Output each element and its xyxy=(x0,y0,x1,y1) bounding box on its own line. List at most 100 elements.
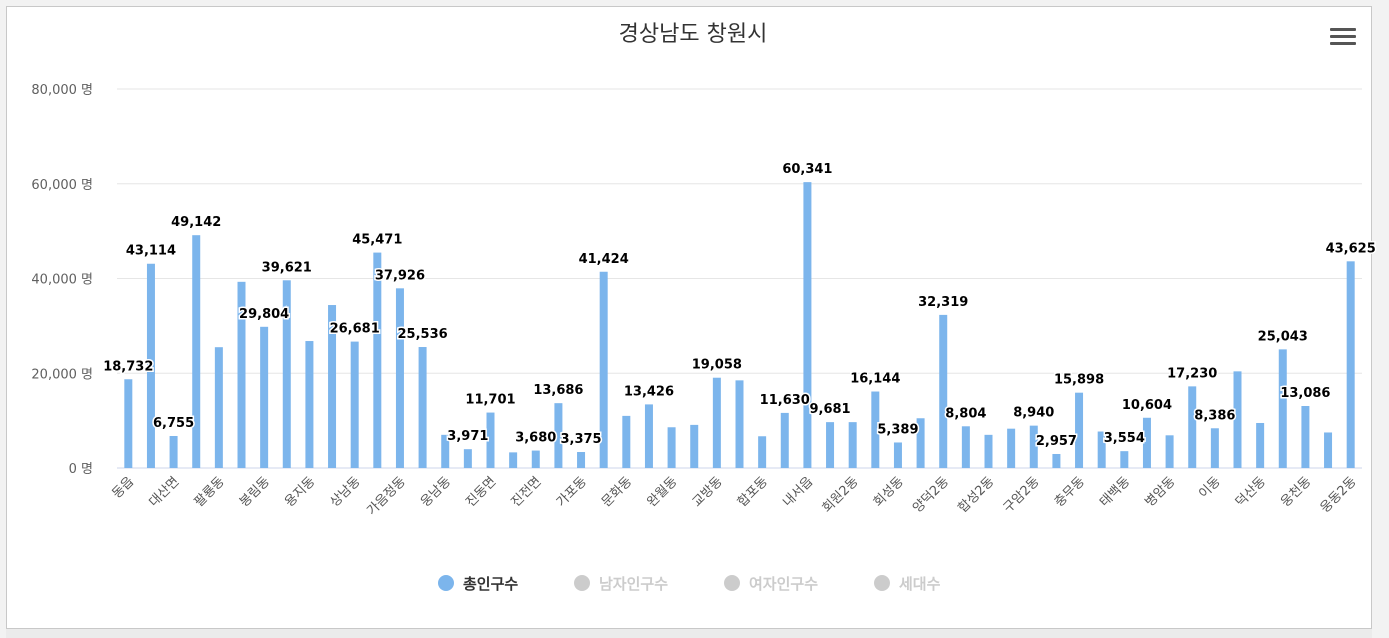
bar[interactable] xyxy=(1165,435,1174,468)
legend-label: 여자인구수 xyxy=(749,575,818,593)
bar[interactable] xyxy=(712,377,721,468)
bar[interactable] xyxy=(1052,453,1061,468)
bar[interactable] xyxy=(463,449,472,468)
bar[interactable] xyxy=(486,412,495,468)
x-tick-label: 용지동 xyxy=(282,474,318,510)
bar[interactable] xyxy=(509,452,518,468)
bar[interactable] xyxy=(260,326,269,468)
bar[interactable] xyxy=(1142,417,1151,468)
bar[interactable] xyxy=(146,263,155,468)
bar[interactable] xyxy=(350,341,359,468)
x-tick-label: 진동면 xyxy=(463,474,499,510)
bar[interactable] xyxy=(214,347,223,468)
legend-item[interactable]: 세대수 xyxy=(874,575,941,593)
legend[interactable]: 총인구수 남자인구수 여자인구수 세대수 xyxy=(438,575,941,593)
bar[interactable] xyxy=(124,379,133,468)
x-tick-label: 봉림동 xyxy=(237,474,273,510)
bar[interactable] xyxy=(1029,425,1038,468)
bar[interactable] xyxy=(1120,451,1129,468)
bar[interactable] xyxy=(893,442,902,468)
bar[interactable] xyxy=(237,281,246,468)
chart-title: 경상남도 창원시 xyxy=(619,22,768,47)
bar[interactable] xyxy=(192,235,201,468)
bar[interactable] xyxy=(1278,349,1287,468)
hamburger-menu-icon[interactable] xyxy=(1330,28,1356,50)
bar[interactable] xyxy=(871,391,880,468)
bar[interactable] xyxy=(984,434,993,468)
bar[interactable] xyxy=(418,347,427,468)
bar-series[interactable] xyxy=(124,182,1355,468)
bar[interactable] xyxy=(599,271,608,468)
bar[interactable] xyxy=(826,422,835,468)
data-label: 29,804 xyxy=(239,307,289,322)
data-label: 9,681 xyxy=(809,402,850,417)
bar[interactable] xyxy=(758,436,767,468)
legend-label: 남자인구수 xyxy=(599,575,668,593)
bar[interactable] xyxy=(282,280,291,468)
bar[interactable] xyxy=(328,305,337,468)
data-label: 8,804 xyxy=(945,406,986,421)
data-label: 25,043 xyxy=(1258,329,1308,344)
data-label: 37,926 xyxy=(375,268,425,283)
legend-item[interactable]: 남자인구수 xyxy=(574,575,668,593)
legend-item[interactable]: 총인구수 xyxy=(438,575,518,593)
bar[interactable] xyxy=(169,435,178,468)
bar[interactable] xyxy=(803,182,812,468)
bar[interactable] xyxy=(1210,428,1219,468)
x-tick-label: 이동 xyxy=(1196,474,1224,502)
bar[interactable] xyxy=(577,452,586,468)
data-label: 5,389 xyxy=(877,422,918,437)
data-label: 16,144 xyxy=(850,372,900,387)
x-tick-label: 팔룡동 xyxy=(192,474,228,510)
bar[interactable] xyxy=(1075,392,1084,468)
bar[interactable] xyxy=(1007,428,1016,468)
bar[interactable] xyxy=(780,412,789,468)
data-label: 13,686 xyxy=(533,383,583,398)
bar[interactable] xyxy=(939,314,948,468)
bar[interactable] xyxy=(441,434,450,468)
bar[interactable] xyxy=(373,252,382,468)
y-tick-label: 20,000 명 xyxy=(31,367,93,382)
y-tick-label: 40,000 명 xyxy=(31,273,93,288)
bar[interactable] xyxy=(735,380,744,468)
data-label: 8,940 xyxy=(1013,406,1054,421)
bar[interactable] xyxy=(848,422,857,468)
x-tick-label: 동읍 xyxy=(110,474,138,502)
x-tick-label: 웅남동 xyxy=(418,474,454,510)
data-label: 11,701 xyxy=(465,393,515,408)
x-tick-label: 가포동 xyxy=(554,474,590,510)
bar[interactable] xyxy=(305,341,314,468)
bar[interactable] xyxy=(1324,432,1333,468)
bar[interactable] xyxy=(395,288,404,468)
legend-marker xyxy=(874,575,890,591)
bar[interactable] xyxy=(644,404,653,468)
bar[interactable] xyxy=(1097,431,1106,468)
bar[interactable] xyxy=(916,418,925,468)
x-tick-label: 태백동 xyxy=(1097,474,1133,510)
bar[interactable] xyxy=(622,415,631,468)
x-tick-label: 내서읍 xyxy=(780,474,816,510)
legend-item[interactable]: 여자인구수 xyxy=(724,575,818,593)
data-label: 13,086 xyxy=(1280,386,1330,401)
bar[interactable] xyxy=(1346,261,1355,468)
bar[interactable] xyxy=(1301,406,1310,468)
bottom-strip xyxy=(6,629,1372,638)
bar[interactable] xyxy=(690,424,699,468)
data-label: 49,142 xyxy=(171,215,221,230)
bar[interactable] xyxy=(1256,422,1265,468)
bar[interactable] xyxy=(961,426,970,468)
bar[interactable] xyxy=(1188,386,1197,468)
data-label: 3,554 xyxy=(1104,431,1145,446)
x-tick-label: 회원2동 xyxy=(820,474,862,516)
bar[interactable] xyxy=(531,450,540,468)
data-label: 3,971 xyxy=(447,429,488,444)
data-label: 32,319 xyxy=(918,295,968,310)
chart-container xyxy=(6,6,1372,629)
bar[interactable] xyxy=(667,427,676,468)
bar[interactable] xyxy=(1233,371,1242,468)
x-tick-label: 구암2동 xyxy=(1001,474,1043,516)
bar[interactable] xyxy=(554,403,563,468)
y-tick-label: 80,000 명 xyxy=(31,83,93,98)
x-tick-label: 덕산동 xyxy=(1233,474,1269,510)
